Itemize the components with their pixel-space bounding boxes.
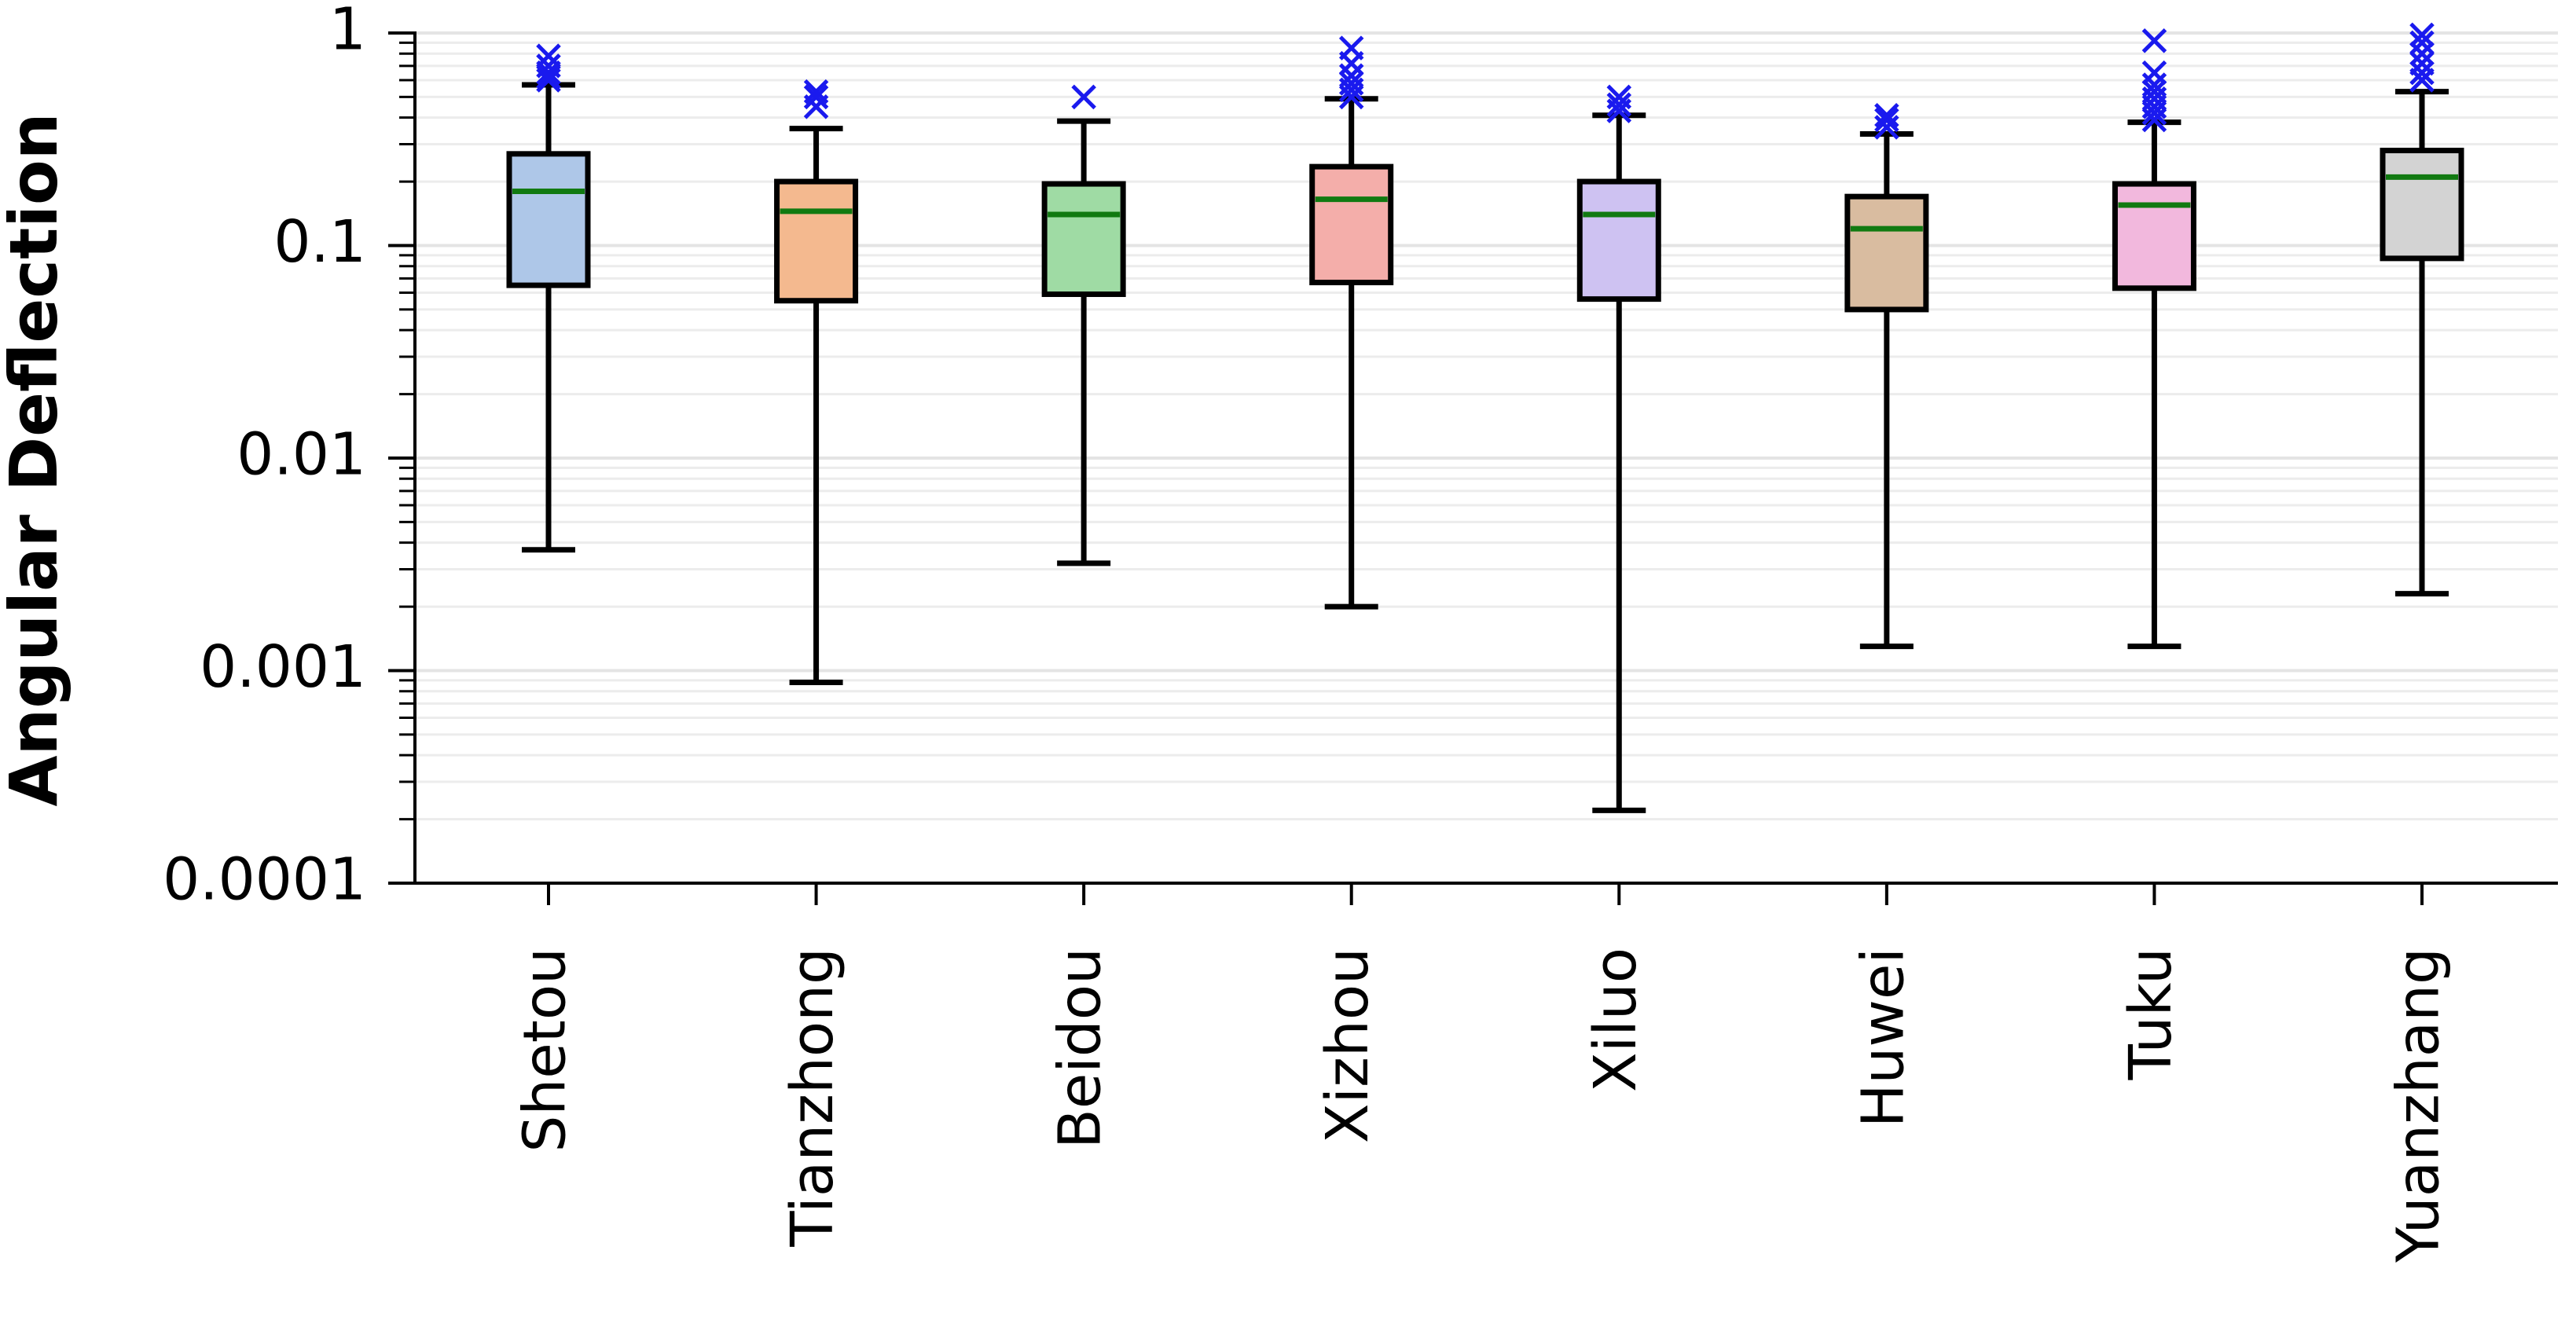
iqr-box bbox=[1576, 178, 1661, 302]
outlier-stroke bbox=[2141, 60, 2167, 86]
outlier-stroke bbox=[1071, 84, 1096, 110]
box-group-beidou bbox=[1041, 84, 1126, 566]
outlier-marker bbox=[1071, 84, 1096, 110]
outlier-stroke bbox=[2409, 50, 2435, 76]
box-layer bbox=[506, 22, 2464, 813]
outlier-stroke bbox=[1338, 71, 1364, 96]
outlier-marker bbox=[2141, 79, 2167, 104]
outlier-stroke bbox=[1606, 84, 1632, 110]
iqr-box bbox=[774, 178, 859, 304]
outlier-marker bbox=[1606, 84, 1632, 110]
y-tick-label: 0.01 bbox=[237, 421, 366, 489]
outlier-stroke bbox=[536, 43, 561, 68]
outlier-marker bbox=[2409, 50, 2435, 76]
iqr-box bbox=[1309, 163, 1394, 286]
outlier-stroke bbox=[1606, 92, 1632, 117]
outlier-stroke bbox=[536, 53, 561, 79]
box-group-xiluo bbox=[1576, 84, 1661, 813]
outlier-marker bbox=[2409, 60, 2435, 86]
x-tick-label: Tuku bbox=[2117, 948, 2185, 1080]
y-axis-label: Angular Deflection bbox=[0, 112, 72, 806]
x-tick-label: Xizhou bbox=[1314, 948, 1382, 1143]
outlier-marker bbox=[1338, 71, 1364, 96]
box-group-yuanzhang bbox=[2380, 22, 2464, 597]
box-group-xizhou bbox=[1309, 35, 1394, 610]
outlier-stroke bbox=[2409, 41, 2435, 66]
outlier-marker bbox=[2409, 22, 2435, 48]
box-group-huwei bbox=[1844, 102, 1929, 650]
outlier-stroke bbox=[2409, 22, 2435, 48]
outlier-stroke bbox=[2409, 30, 2435, 56]
outlier-marker bbox=[1338, 35, 1364, 60]
outlier-marker bbox=[803, 84, 829, 110]
x-tick-label: Yuanzhang bbox=[2385, 948, 2453, 1263]
y-tick-label: 0.0001 bbox=[163, 846, 366, 914]
grid-layer bbox=[415, 31, 2558, 885]
outlier-marker bbox=[2409, 41, 2435, 66]
x-tick-label: Huwei bbox=[1849, 948, 1917, 1128]
iqr-box bbox=[1041, 181, 1126, 297]
iqr-box bbox=[1844, 193, 1929, 313]
iqr-box bbox=[506, 151, 591, 288]
x-tick-label: Beidou bbox=[1047, 948, 1114, 1149]
outlier-marker bbox=[536, 53, 561, 79]
outlier-marker bbox=[536, 64, 561, 90]
outlier-marker bbox=[2141, 28, 2167, 53]
x-tick-label: Shetou bbox=[512, 948, 579, 1153]
outlier-marker bbox=[1874, 107, 1899, 133]
outlier-stroke bbox=[803, 79, 829, 104]
box-group-tianzhong bbox=[774, 79, 859, 686]
iqr-box bbox=[2380, 148, 2464, 262]
outlier-stroke bbox=[1338, 35, 1364, 60]
y-tick-label: 1 bbox=[329, 0, 366, 64]
outlier-marker bbox=[1874, 102, 1899, 128]
iqr-box bbox=[2112, 181, 2196, 292]
y-tick-label: 0.1 bbox=[273, 208, 366, 276]
x-tick-label: Tianzhong bbox=[779, 948, 846, 1248]
outlier-stroke bbox=[803, 84, 829, 110]
outlier-marker bbox=[2409, 30, 2435, 56]
outlier-stroke bbox=[1874, 107, 1899, 133]
outlier-marker bbox=[1606, 92, 1632, 117]
box-group-shetou bbox=[506, 43, 591, 553]
outlier-stroke bbox=[2141, 79, 2167, 104]
outlier-marker bbox=[803, 79, 829, 104]
axis-layer: Shetou Tianzhong Beidou Xizhou Xiluo Huwei Tuk… bbox=[163, 0, 2558, 1263]
outlier-marker bbox=[2141, 60, 2167, 86]
box-group-tuku bbox=[2112, 28, 2196, 650]
x-tick-label: Xiluo bbox=[1582, 948, 1649, 1092]
outlier-stroke bbox=[2409, 60, 2435, 86]
outlier-stroke bbox=[1874, 102, 1899, 128]
y-tick-label: 0.001 bbox=[200, 633, 366, 701]
outlier-stroke bbox=[536, 64, 561, 90]
outlier-marker bbox=[536, 43, 561, 68]
outlier-stroke bbox=[2141, 28, 2167, 53]
